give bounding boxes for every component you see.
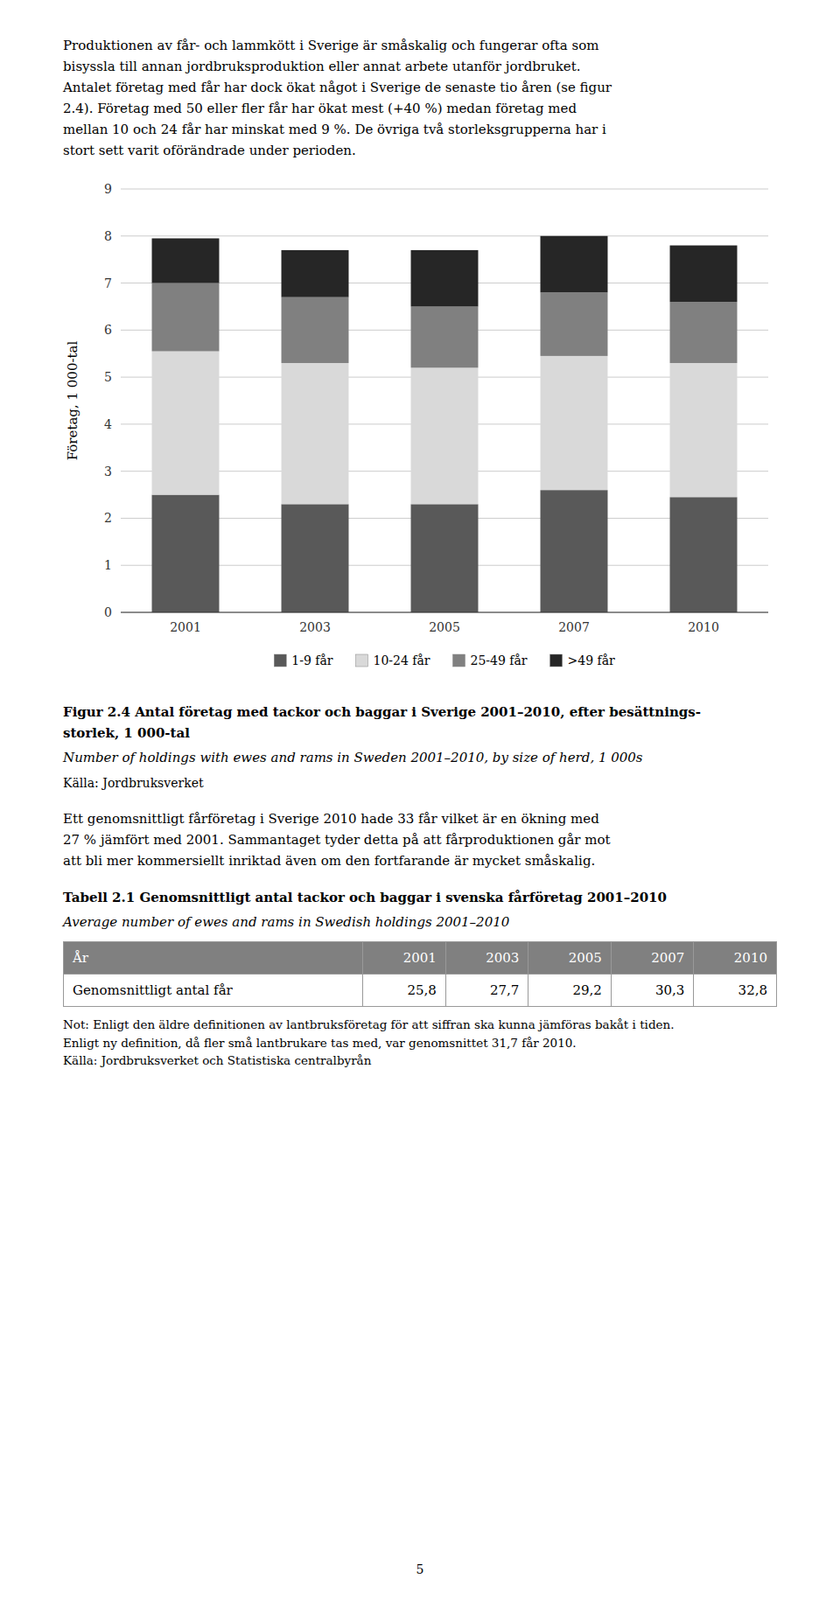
y-tick-label: 6 bbox=[104, 322, 112, 337]
bar-segment bbox=[281, 504, 350, 613]
legend-item: 1-9 får bbox=[273, 653, 334, 668]
body-text: Ett genomsnittligt fårföretag i Sverige … bbox=[63, 808, 777, 872]
table-header-cell: 2001 bbox=[363, 942, 447, 975]
y-tick-label: 7 bbox=[104, 276, 112, 291]
caption-title: Antal företag med tackor och baggar i Sv… bbox=[63, 704, 701, 742]
y-tick-label: 5 bbox=[104, 370, 112, 385]
y-tick-label: 9 bbox=[104, 182, 112, 196]
table-source: Källa: Jordbruksverket och Statistiska c… bbox=[63, 1051, 777, 1070]
x-axis-line bbox=[120, 612, 769, 614]
bar-segment bbox=[540, 236, 609, 294]
bar-segment bbox=[411, 504, 479, 613]
table-header-cell: År bbox=[63, 942, 364, 975]
intro-text: Produktionen av får- och lammkött i Sver… bbox=[63, 35, 777, 161]
bar-segment bbox=[540, 490, 609, 613]
table-note: Enligt ny definition, då fler små lantbr… bbox=[63, 1034, 777, 1052]
y-tick-label: 3 bbox=[104, 464, 112, 479]
bar-segment bbox=[411, 250, 479, 308]
bar-segment bbox=[411, 306, 479, 368]
x-tick-label: 2007 bbox=[558, 620, 590, 635]
caption-title-en: Number of holdings with ewes and rams in… bbox=[63, 747, 777, 769]
bar-chart: 0 1 2 3 4 5 6 7 8 9 Företag, 1 000-tal 2001 2003 2005… bbox=[63, 176, 777, 693]
legend-label: 10-24 får bbox=[372, 653, 430, 668]
table-notes: Not: Enligt den äldre definitionen av la… bbox=[63, 1015, 777, 1070]
x-tick-label: 2003 bbox=[299, 620, 331, 635]
legend: 1-9 får 10-24 får 25-49 får >49 får bbox=[273, 653, 616, 668]
caption-source: Källa: Jordbruksverket bbox=[63, 773, 777, 793]
legend-item: 25-49 får bbox=[453, 653, 528, 668]
table-cell: 30,3 bbox=[610, 974, 694, 1008]
y-tick-label: 1 bbox=[104, 558, 112, 573]
y-tick-label: 4 bbox=[104, 417, 112, 432]
figure-caption: Figur 2.4Antal företag med tackor och ba… bbox=[63, 701, 777, 793]
table-title-line: Tabell 2.1Genomsnittligt antal tackor oc… bbox=[63, 887, 777, 909]
bars bbox=[152, 236, 738, 613]
page-number: 5 bbox=[0, 1560, 840, 1580]
table-body: Genomsnittligt antal får25,827,729,230,3… bbox=[63, 974, 777, 1008]
y-tick-label: 2 bbox=[104, 511, 112, 525]
bar-segment bbox=[152, 238, 220, 283]
bar-segment bbox=[540, 292, 609, 357]
table-title-text: Genomsnittligt antal tackor och baggar i… bbox=[139, 889, 667, 906]
bar-segment bbox=[152, 351, 220, 496]
grid bbox=[120, 189, 769, 613]
y-axis-label: Företag, 1 000-tal bbox=[64, 341, 81, 462]
table-cell: 25,8 bbox=[363, 974, 447, 1008]
legend-item: >49 får bbox=[550, 653, 616, 668]
table-row-label: Genomsnittligt antal får bbox=[63, 974, 364, 1008]
table-title: Tabell 2.1Genomsnittligt antal tackor oc… bbox=[63, 887, 777, 933]
y-tick-label: 8 bbox=[104, 229, 112, 244]
x-tick-label: 2010 bbox=[687, 620, 720, 635]
table-note: Not: Enligt den äldre definitionen av la… bbox=[63, 1015, 777, 1034]
legend-item: 10-24 får bbox=[355, 653, 430, 668]
legend-swatch bbox=[355, 654, 368, 667]
table-header-cell: 2007 bbox=[610, 942, 694, 975]
legend-swatch bbox=[273, 654, 287, 667]
table-header-cell: 2003 bbox=[445, 942, 529, 975]
bar-segment bbox=[670, 245, 738, 303]
table-cell: 27,7 bbox=[445, 974, 529, 1008]
bar-segment bbox=[281, 250, 350, 298]
grid-line bbox=[120, 612, 769, 614]
bar-segment bbox=[281, 363, 350, 504]
bar-segment bbox=[670, 497, 738, 613]
caption-title-line: Figur 2.4Antal företag med tackor och ba… bbox=[63, 701, 777, 744]
bar-segment bbox=[540, 356, 609, 490]
bar-segment bbox=[281, 297, 350, 364]
bar-segment bbox=[411, 367, 479, 504]
table-head: År20012003200520072010 bbox=[63, 942, 777, 975]
legend-swatch bbox=[550, 654, 563, 667]
bar-segment bbox=[152, 283, 220, 352]
grid-line bbox=[120, 189, 769, 190]
legend-swatch bbox=[453, 654, 466, 667]
table-header-cell: 2010 bbox=[693, 942, 777, 975]
table-label: Tabell 2.1 bbox=[63, 889, 135, 906]
table-cell: 29,2 bbox=[528, 974, 612, 1008]
bar-segment bbox=[670, 363, 738, 497]
table-cell: 32,8 bbox=[693, 974, 777, 1008]
x-tick-label: 2001 bbox=[169, 620, 202, 635]
table-row: Genomsnittligt antal får25,827,729,230,3… bbox=[63, 974, 777, 1008]
bar-segment bbox=[670, 301, 738, 364]
table-title-en: Average number of ewes and rams in Swedi… bbox=[63, 911, 777, 933]
data-table: År20012003200520072010Genomsnittligt ant… bbox=[63, 941, 777, 1008]
legend-label: 25-49 får bbox=[470, 653, 528, 668]
grid-line bbox=[120, 235, 769, 237]
legend-label: 1-9 får bbox=[291, 653, 334, 668]
x-tick-label: 2005 bbox=[428, 620, 461, 635]
y-tick-label: 0 bbox=[104, 605, 112, 620]
page: Produktionen av får- och lammkött i Sver… bbox=[0, 0, 840, 1600]
table-header-row: År20012003200520072010 bbox=[63, 942, 777, 975]
table-header-cell: 2005 bbox=[528, 942, 612, 975]
caption-label: Figur 2.4 bbox=[63, 704, 131, 721]
bar-segment bbox=[152, 495, 220, 613]
legend-label: >49 får bbox=[567, 653, 616, 668]
